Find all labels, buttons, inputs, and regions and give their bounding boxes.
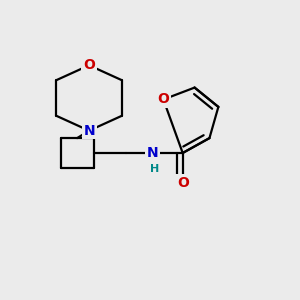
Text: N: N xyxy=(147,146,159,160)
Text: O: O xyxy=(83,58,95,72)
Text: N: N xyxy=(83,124,95,138)
Text: O: O xyxy=(177,176,189,190)
Text: H: H xyxy=(150,164,159,174)
Text: O: O xyxy=(158,92,169,106)
